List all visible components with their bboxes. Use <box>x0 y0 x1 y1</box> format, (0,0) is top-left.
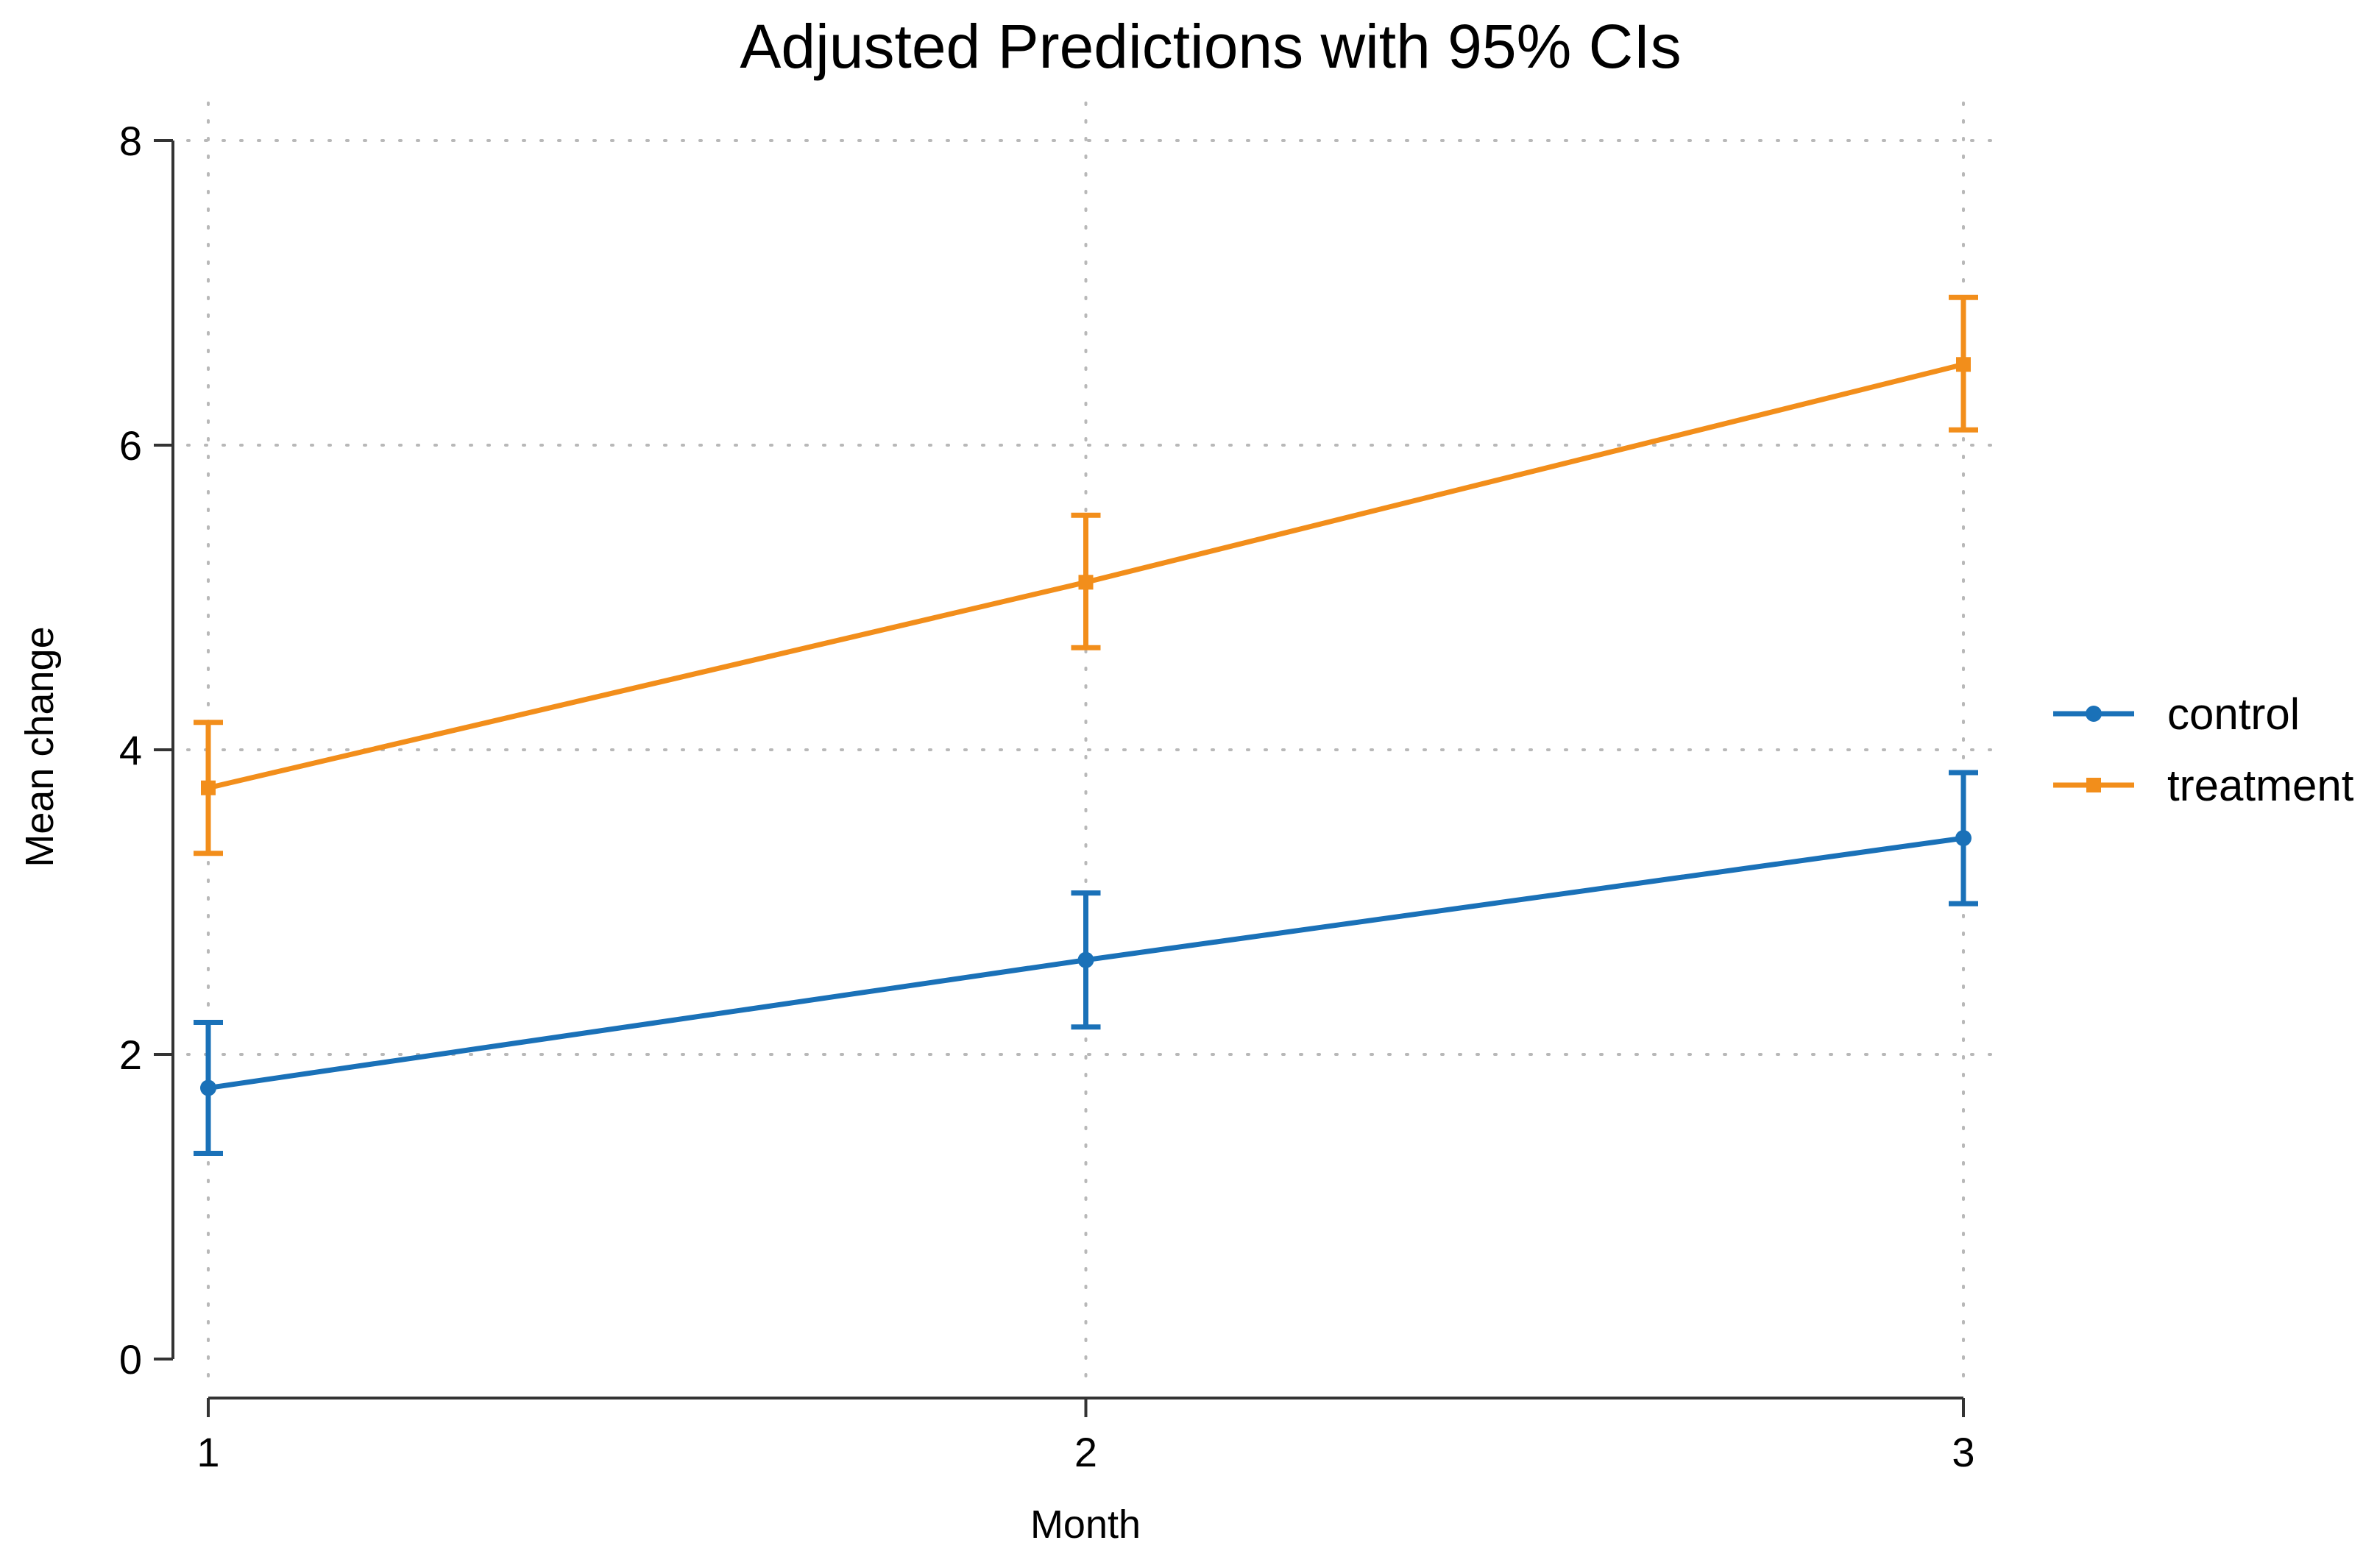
y-tick-label: 2 <box>119 1032 142 1078</box>
legend-swatch-marker <box>2086 706 2102 722</box>
data-point <box>1955 830 1972 847</box>
legend-swatch-marker <box>2086 778 2101 792</box>
y-tick-label: 8 <box>119 118 142 164</box>
data-point <box>200 1079 216 1096</box>
data-point <box>201 780 216 795</box>
legend-label: control <box>2167 689 2300 739</box>
x-tick-label: 1 <box>196 1429 219 1475</box>
series-control <box>194 770 1978 1157</box>
series-area <box>194 294 1978 1157</box>
data-point <box>1077 951 1094 968</box>
y-tick-label: 0 <box>119 1336 142 1383</box>
legend-item-treatment: treatment <box>2053 761 2354 810</box>
legend-item-control: control <box>2053 689 2300 739</box>
legend-label: treatment <box>2167 761 2354 810</box>
grid <box>186 102 2003 1385</box>
y-tick-label: 4 <box>119 727 142 773</box>
y-axis-label: Mean change <box>18 626 62 867</box>
series-treatment <box>194 294 1978 856</box>
chart-title: Adjusted Predictions with 95% CIs <box>740 12 1681 81</box>
axes: 0 2 4 6 8 1 2 3 <box>119 118 1975 1475</box>
legend: control treatment <box>2053 689 2354 810</box>
y-tick-label: 6 <box>119 422 142 469</box>
x-tick-label: 2 <box>1074 1429 1097 1475</box>
x-axis-label: Month <box>1030 1503 1141 1547</box>
x-tick-label: 3 <box>1952 1429 1974 1475</box>
data-point <box>1078 575 1094 590</box>
data-point <box>1956 357 1971 372</box>
